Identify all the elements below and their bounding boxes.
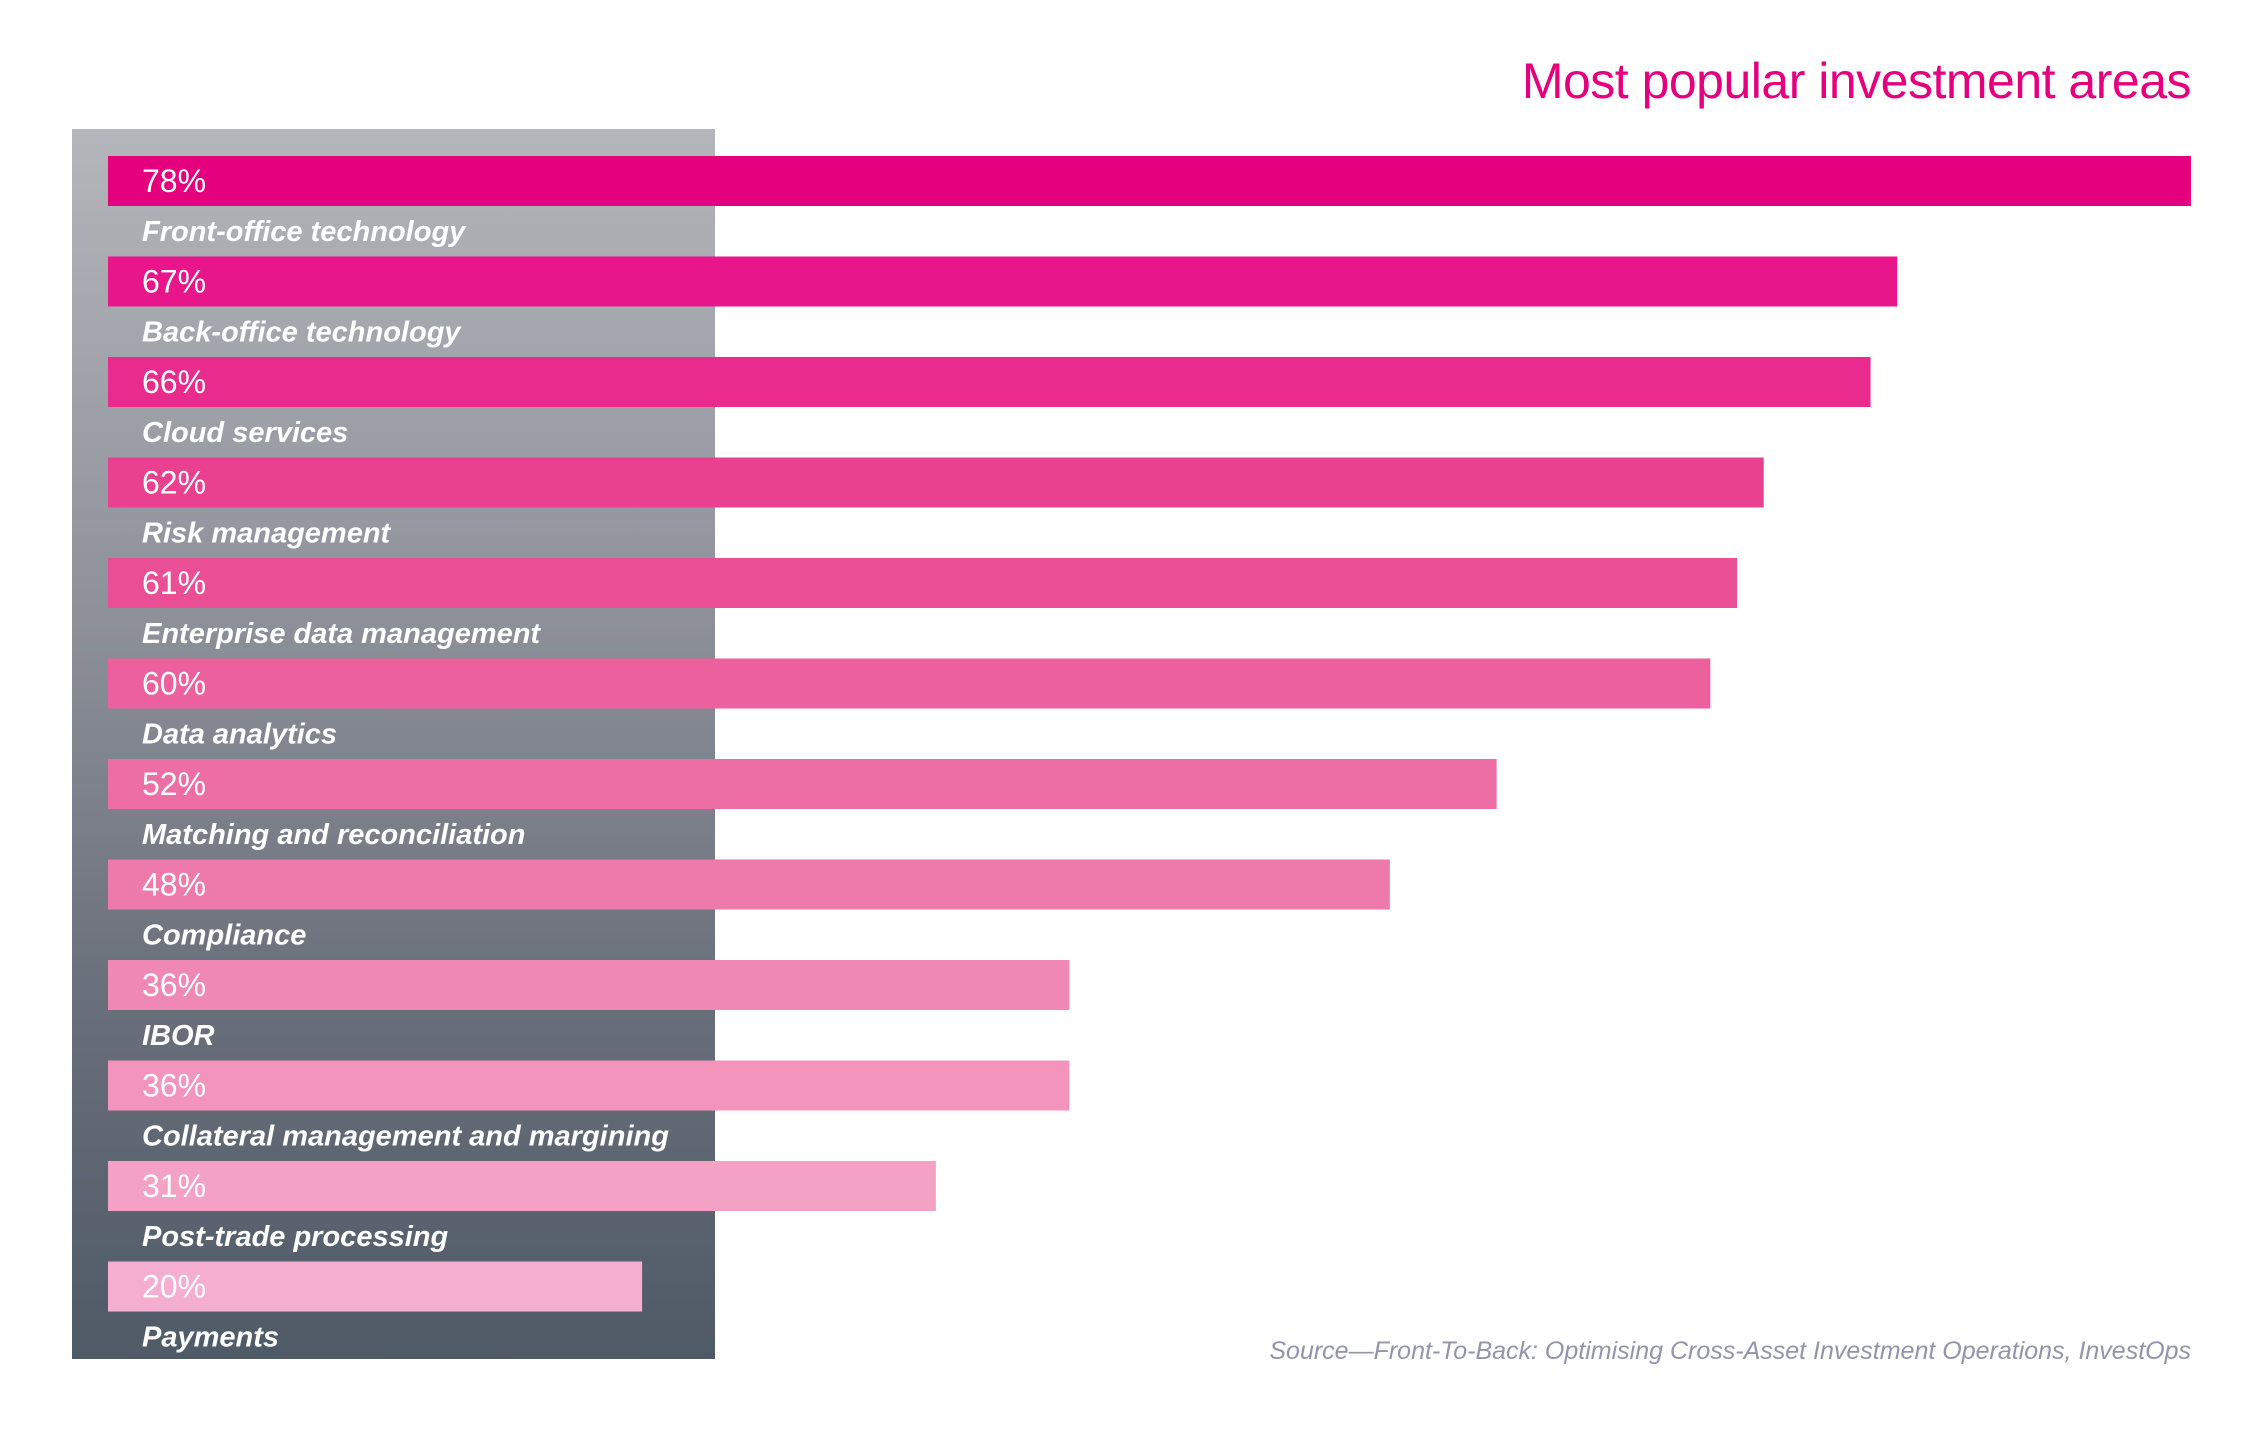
- bar-value-label: 78%: [142, 163, 206, 199]
- bar-value-label: 31%: [142, 1168, 206, 1204]
- bar-9: [108, 960, 1070, 1010]
- bar-2: [108, 256, 1898, 307]
- bar-1: [108, 156, 2191, 206]
- bar-value-label: 48%: [142, 867, 206, 903]
- bar-value-label: 61%: [142, 565, 206, 601]
- category-label: Back-office technology: [142, 317, 462, 349]
- bar-8: [108, 859, 1390, 910]
- category-label: Risk management: [142, 518, 392, 550]
- category-label: Compliance: [142, 920, 306, 952]
- bar-value-label: 36%: [142, 1068, 206, 1104]
- bar-value-label: 20%: [142, 1269, 206, 1305]
- chart-title: Most popular investment areas: [1521, 53, 2192, 109]
- bar-3: [108, 357, 1871, 407]
- bar-value-label: 66%: [142, 364, 206, 400]
- category-label: Collateral management and margining: [142, 1121, 669, 1153]
- category-label: Enterprise data management: [142, 618, 541, 650]
- bar-12: [108, 1261, 643, 1312]
- bar-7: [108, 759, 1497, 809]
- category-label: IBOR: [142, 1020, 215, 1052]
- bar-value-label: 67%: [142, 264, 206, 300]
- category-label-panel: [72, 129, 715, 1359]
- bar-11: [108, 1161, 936, 1211]
- bar-10: [108, 1060, 1070, 1111]
- bar-4: [108, 457, 1764, 508]
- bar-value-label: 60%: [142, 666, 206, 702]
- bars-layer: 78% Front-office technology 67% Back-office…: [108, 156, 2191, 1354]
- category-label: Front-office technology: [142, 216, 467, 248]
- category-label: Data analytics: [142, 719, 337, 751]
- bar-value-label: 62%: [142, 465, 206, 501]
- category-label: Matching and reconciliation: [142, 819, 526, 851]
- bar-value-label: 52%: [142, 766, 206, 802]
- category-label: Post-trade processing: [142, 1221, 448, 1253]
- source-note: Source—Front-To-Back: Optimising Cross-A…: [1269, 1337, 2191, 1365]
- bar-6: [108, 658, 1711, 709]
- bar-5: [108, 558, 1738, 608]
- category-label: Cloud services: [142, 417, 348, 449]
- category-label: Payments: [142, 1322, 279, 1354]
- bar-value-label: 36%: [142, 967, 206, 1003]
